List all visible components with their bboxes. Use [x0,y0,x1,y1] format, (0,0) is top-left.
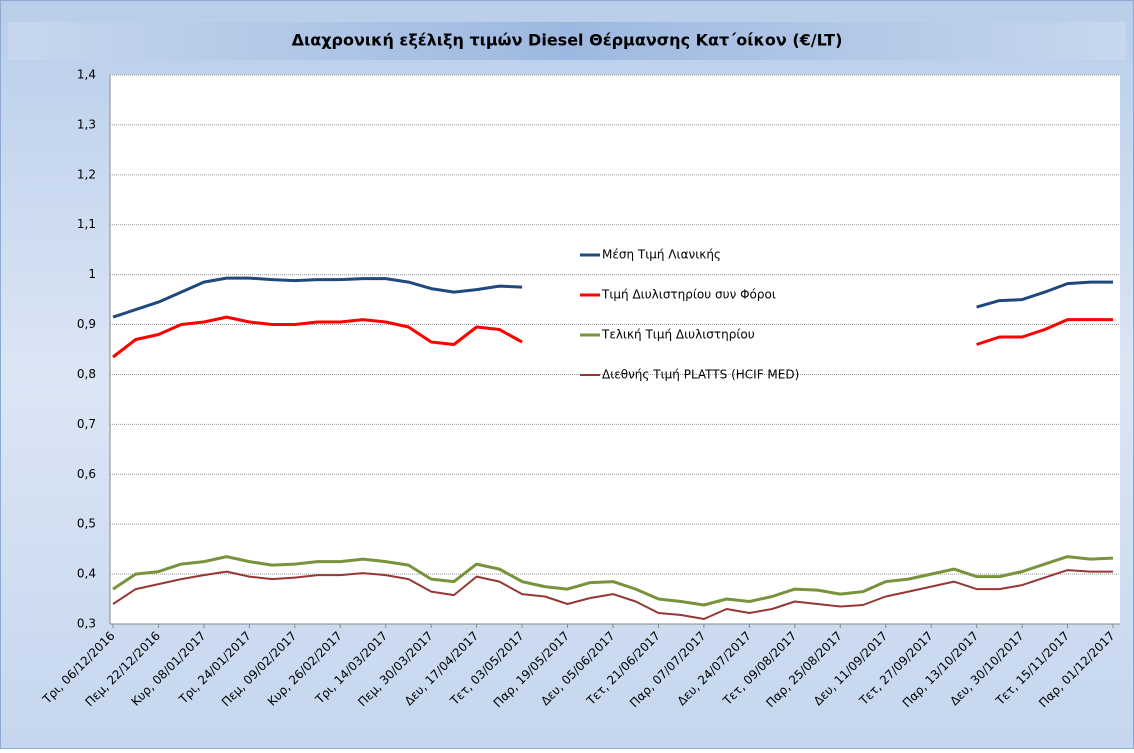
chart-title: Διαχρονική εξέλιξη τιμών Diesel Θέρμανση… [292,31,843,50]
series-line [112,276,1113,319]
y-tick-label: 1,2 [77,167,96,181]
y-tick-label: 0,9 [77,317,96,331]
y-tick-label: 0,4 [77,567,96,581]
series-line [112,555,1114,607]
plot-area [110,75,1120,624]
legend-label: Διεθνής Τιμή PLATTS (HCIF MED) [602,368,799,382]
y-tick-label: 0,6 [77,467,96,481]
y-tick-label: 0,8 [77,367,96,381]
y-tick-label: 0,7 [77,417,96,431]
series-line [112,569,1113,620]
y-tick-label: 1,3 [77,117,96,131]
y-tick-label: 0,5 [77,517,96,531]
y-tick-label: 0,3 [77,617,96,631]
legend-label: Τελική Τιμή Διυλιστηρίου [601,328,755,342]
series-line [112,315,1113,359]
y-tick-label: 1 [88,267,96,281]
y-tick-label: 1,1 [77,217,96,231]
legend-label: Τιμή Διυλιστηρίου συν Φόροι [601,288,776,302]
title-band [8,22,1126,60]
legend-label: Μέση Τιμή Λιανικής [602,248,721,262]
y-tick-label: 1,4 [77,68,96,82]
